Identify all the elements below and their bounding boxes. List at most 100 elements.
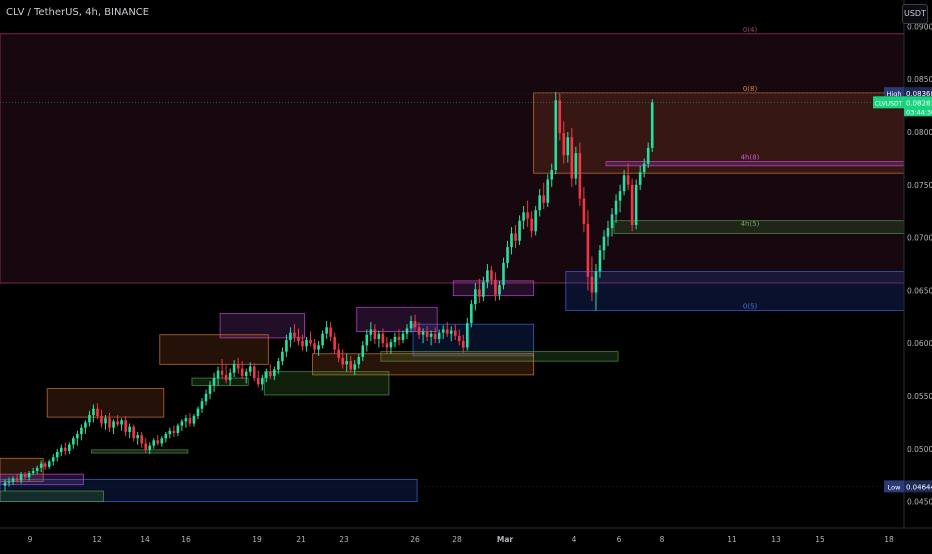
- candle-body: [369, 329, 373, 335]
- candle-body: [59, 447, 63, 452]
- candle-body: [256, 378, 260, 385]
- candle-body: [281, 351, 284, 362]
- candle-body: [413, 321, 417, 328]
- candle-body: [15, 478, 19, 481]
- candle-body: [470, 304, 473, 324]
- currency-button[interactable]: USDT: [902, 4, 928, 24]
- x-tick-label: 26: [410, 535, 420, 544]
- x-tick-label: Mar: [497, 535, 514, 544]
- candle-layer: [3, 91, 654, 492]
- candle-body: [35, 467, 39, 471]
- candle-body: [64, 447, 67, 451]
- zone-box: [46, 388, 165, 418]
- candle-body: [345, 361, 349, 365]
- candle-body: [457, 335, 461, 342]
- candle-body: [188, 418, 192, 424]
- candle-body: [546, 179, 550, 203]
- candle-body: [136, 435, 139, 439]
- last-price-countdown: 03:44:30: [906, 108, 932, 116]
- candle-body: [498, 285, 501, 295]
- candle-body: [27, 473, 31, 478]
- candle-body: [357, 356, 361, 365]
- candle-body: [409, 321, 413, 329]
- candle-body: [172, 430, 176, 433]
- candle-body: [353, 364, 357, 370]
- candle-body: [453, 330, 457, 336]
- candle-body: [534, 210, 537, 232]
- candle-body: [421, 331, 425, 335]
- candle-body: [152, 440, 156, 446]
- candle-body: [269, 371, 272, 376]
- candle-body: [248, 366, 252, 372]
- candle-body: [566, 137, 570, 156]
- candle-body: [164, 434, 168, 439]
- marker-value-bg: [904, 87, 932, 100]
- candle-body: [550, 170, 554, 180]
- x-tick-label: 28: [452, 535, 462, 544]
- candle-body: [68, 444, 71, 451]
- x-tick-label: 6: [617, 535, 622, 544]
- candle-body: [333, 336, 336, 350]
- candle-body: [124, 420, 127, 432]
- candle-body: [349, 361, 353, 370]
- marker-value: 0.04644: [906, 483, 932, 491]
- candle-body: [606, 228, 610, 237]
- candle-body: [502, 262, 505, 286]
- candle-body: [317, 345, 320, 350]
- candle-body: [510, 233, 513, 248]
- candle-body: [96, 408, 99, 417]
- level-label: 4h(5): [741, 220, 760, 228]
- level-label: 0(4): [743, 26, 758, 34]
- candle-body: [490, 270, 493, 280]
- candle-body: [650, 102, 654, 148]
- zone-box: [565, 270, 905, 311]
- candle-body: [104, 418, 107, 424]
- candle-body: [313, 343, 316, 350]
- candle-body: [522, 212, 525, 221]
- candle-body: [594, 271, 598, 293]
- candle-body: [329, 327, 332, 337]
- x-tick-label: 16: [181, 535, 191, 544]
- level-label: 0(5): [743, 302, 758, 310]
- candle-body: [160, 438, 164, 444]
- candle-body: [260, 378, 264, 385]
- candle-body: [100, 416, 103, 424]
- candle-body: [321, 333, 324, 346]
- candle-body: [397, 336, 401, 341]
- zone-box: [0, 33, 905, 284]
- candle-body: [622, 175, 626, 192]
- candle-body: [232, 364, 236, 373]
- zone-layer: [0, 33, 905, 503]
- x-tick-label: 18: [884, 535, 894, 544]
- candle-body: [325, 327, 328, 334]
- candle-body: [614, 200, 618, 215]
- zone-box: [0, 490, 104, 503]
- candle-body: [626, 175, 630, 185]
- candle-body: [518, 220, 521, 241]
- time-axis[interactable]: 9 12 14 16 19 21 23 26 28 Mar 4 6 8 11 13 15 18: [28, 535, 894, 544]
- candle-body: [216, 370, 220, 379]
- candle-body: [51, 457, 55, 462]
- candle-body: [192, 416, 196, 424]
- candle-body: [301, 341, 304, 347]
- candle-body: [582, 198, 586, 224]
- x-tick-label: 14: [140, 535, 150, 544]
- candle-body: [293, 332, 296, 337]
- candle-body: [602, 236, 606, 251]
- zone-box: [263, 371, 390, 396]
- x-tick-label: 13: [771, 535, 781, 544]
- candle-body: [208, 385, 212, 394]
- candle-body: [377, 333, 381, 339]
- candle-body: [425, 331, 429, 337]
- candle-body: [184, 418, 188, 422]
- zone-box: [412, 323, 535, 357]
- marker-label-bg: [884, 480, 904, 493]
